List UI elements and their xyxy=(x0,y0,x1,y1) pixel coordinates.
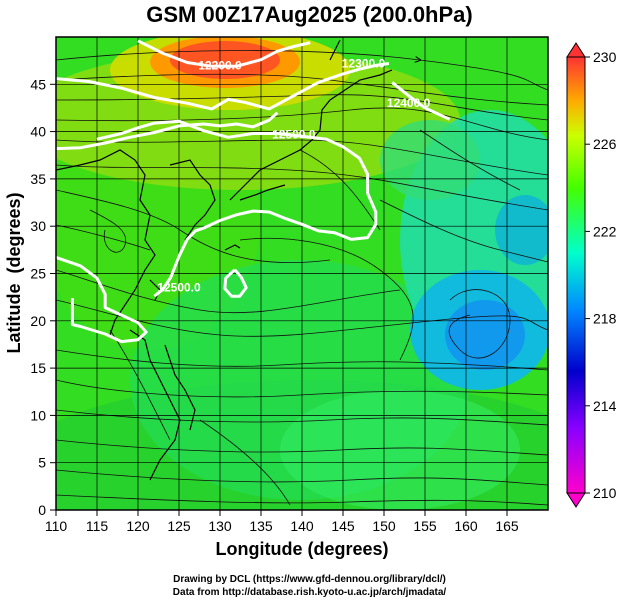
contour-labels: 12200.0 12300.0 12400.0 12500.0 12500.0 xyxy=(157,56,430,294)
height-contour-line xyxy=(56,255,148,344)
x-tick-label: 160 xyxy=(454,518,478,534)
x-tick-label: 135 xyxy=(249,518,273,534)
height-contour-line xyxy=(223,268,248,298)
colorbar-ticks: 230 226 222 218 214 210 xyxy=(585,49,617,501)
x-tick-label: 130 xyxy=(208,518,232,534)
height-contours xyxy=(56,39,451,344)
x-tick-label: 140 xyxy=(290,518,314,534)
height-contour-label: 12400.0 xyxy=(387,96,431,110)
colorbar-tick-label: 222 xyxy=(593,223,617,239)
y-tick-label: 45 xyxy=(30,76,46,92)
y-tick-label: 40 xyxy=(30,124,46,140)
x-tick-label: 125 xyxy=(167,518,191,534)
x-tick-label: 145 xyxy=(331,518,355,534)
height-contour-label: 12300.0 xyxy=(342,56,386,70)
y-tick-label: 35 xyxy=(30,171,46,187)
colorbar-tick-label: 218 xyxy=(593,311,617,327)
x-axis-label: Longitude (degrees) xyxy=(215,539,388,559)
height-contour-label: 12500.0 xyxy=(272,127,316,141)
x-tick-label: 150 xyxy=(372,518,396,534)
x-tick-label: 115 xyxy=(86,518,109,534)
colorbar-tick-label: 214 xyxy=(593,398,617,414)
colorbar-tick-label: 226 xyxy=(593,136,617,152)
colorbar: 230 226 222 218 214 210 xyxy=(566,42,617,508)
credit-data: Data from http://database.rish.kyoto-u.a… xyxy=(172,587,447,598)
colorbar-tick-label: 230 xyxy=(593,49,617,65)
x-tick-label: 155 xyxy=(413,518,437,534)
x-axis-ticks: 110 115 120 125 130 135 140 145 150 155 160 165 xyxy=(45,510,519,534)
colorbar-tick-label: 210 xyxy=(593,485,617,501)
height-contour-line xyxy=(56,62,390,111)
temperature-field xyxy=(56,37,548,510)
credit-drawing: Drawing by DCL (https://www.gfd-dennou.o… xyxy=(173,574,446,585)
x-tick-label: 110 xyxy=(45,518,68,534)
y-tick-label: 5 xyxy=(38,455,46,471)
height-contour-line xyxy=(96,119,378,298)
x-tick-label: 120 xyxy=(126,518,150,534)
y-axis-label: Latitude (degrees) xyxy=(4,192,24,353)
y-tick-label: 15 xyxy=(30,360,46,376)
y-axis-ticks: 0 5 10 15 20 25 30 35 40 45 xyxy=(30,76,56,518)
y-tick-label: 20 xyxy=(30,313,46,329)
y-tick-label: 10 xyxy=(30,407,46,423)
colorbar-min-arrow xyxy=(566,492,586,508)
y-tick-label: 0 xyxy=(38,502,46,518)
colorbar-gradient xyxy=(566,56,586,494)
coastlines xyxy=(56,39,393,481)
chart-title: GSM 00Z17Aug2025 (200.0hPa) xyxy=(146,2,473,27)
height-contour-line xyxy=(137,39,311,68)
streamlines xyxy=(56,50,548,506)
height-contour-label: 12200.0 xyxy=(198,58,242,72)
height-contour-line xyxy=(391,81,451,121)
height-contour-label: 12500.0 xyxy=(157,281,201,295)
x-tick-label: 165 xyxy=(495,518,519,534)
y-tick-label: 30 xyxy=(30,218,46,234)
y-tick-label: 25 xyxy=(30,266,46,282)
graticule xyxy=(55,37,548,511)
colorbar-max-arrow xyxy=(566,42,586,58)
